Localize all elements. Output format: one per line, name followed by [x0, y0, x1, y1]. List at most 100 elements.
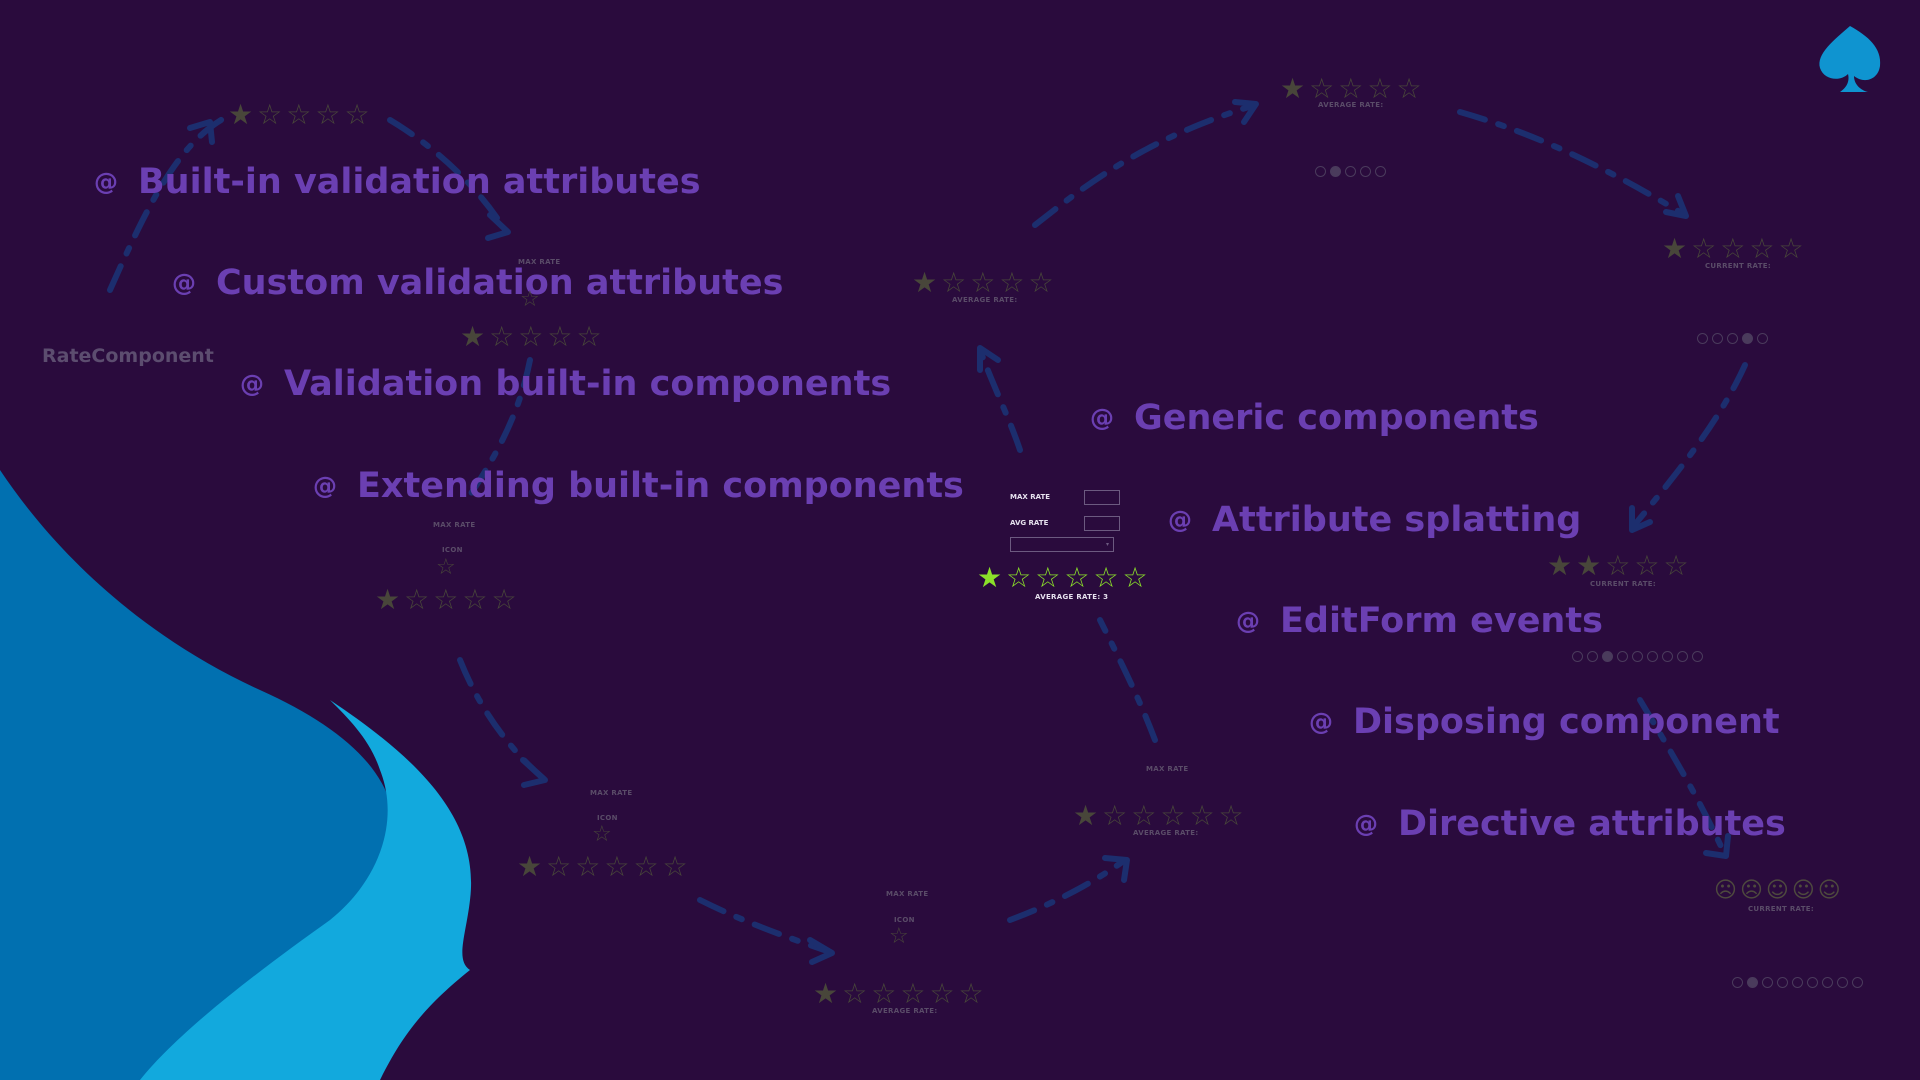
rate-demo-form: MAX RATE AVG RATE ▾ [1010, 485, 1120, 552]
star-empty-icon: ☆ [491, 583, 517, 616]
ghost-pager [1315, 166, 1386, 177]
star-filled-icon: ★ [460, 320, 486, 353]
rating-stars-ghost: ★ ☆ ☆ ☆ ☆ [1280, 75, 1422, 103]
star-empty-icon: ☆ [433, 583, 459, 616]
at-sign-icon: @ [94, 168, 118, 196]
topic-built-in-validation-attributes: @ Built-in validation attributes [92, 162, 701, 202]
topic-label: Extending built-in components [357, 466, 964, 506]
pager-dot [1712, 333, 1723, 344]
topic-label: Custom validation attributes [216, 263, 784, 303]
pager-dot [1792, 977, 1803, 988]
star-empty-icon: ☆ [1367, 72, 1393, 105]
rating-stars-ghost: ★ ☆ ☆ ☆ ☆ ☆ [813, 980, 984, 1008]
star-empty-icon: ☆ [1749, 232, 1775, 265]
star-empty-icon: ☆ [576, 320, 602, 353]
pager-dot-active [1747, 977, 1758, 988]
star-empty-icon: ☆ [344, 98, 370, 131]
ghost-average-rate-caption: AVERAGE RATE: [872, 1007, 938, 1015]
at-sign-icon: @ [1090, 404, 1114, 432]
ghost-current-rate-caption: CURRENT RATE: [1748, 905, 1814, 913]
star-empty-icon: ☆ [633, 850, 659, 883]
star-empty-icon: ☆ [575, 850, 601, 883]
pager-dot [1727, 333, 1738, 344]
star-empty-icon: ☆ [1131, 799, 1157, 832]
pager-dot [1692, 651, 1703, 662]
topic-extending-built-in-components: @ Extending built-in components [311, 466, 964, 506]
star-empty-icon: ☆ [1309, 72, 1335, 105]
at-sign-icon: @ [1168, 506, 1192, 534]
star-empty-icon[interactable]: ☆ [1035, 561, 1061, 594]
star-empty-icon: ☆ [970, 266, 996, 299]
star-filled-icon[interactable]: ★ [977, 561, 1003, 594]
at-sign-icon: @ [172, 269, 196, 297]
pager-dot [1822, 977, 1833, 988]
star-empty-icon: ☆ [1720, 232, 1746, 265]
ghost-pager [1572, 651, 1703, 662]
star-empty-icon: ☆ [1189, 799, 1215, 832]
at-sign-icon: @ [1354, 810, 1378, 838]
star-empty-icon: ☆ [518, 320, 544, 353]
max-rate-input[interactable] [1084, 489, 1120, 505]
topic-editform-events: @ EditForm events [1234, 601, 1603, 641]
star-empty-icon: ☆ [1028, 266, 1054, 299]
topic-custom-validation-attributes: @ Custom validation attributes [170, 263, 783, 303]
emoji-rating-ghost: ☹ ☹ ☺ ☺ ☺ [1714, 878, 1841, 903]
pager-dot [1697, 333, 1708, 344]
topic-attribute-splatting: @ Attribute splatting [1166, 500, 1581, 540]
average-rate-caption: AVERAGE RATE: 3 [1035, 593, 1109, 601]
pager-dot [1732, 977, 1743, 988]
ghost-pager [1732, 977, 1863, 988]
icon-preview-star: ☆ [889, 924, 909, 949]
max-rate-row: MAX RATE [1010, 485, 1120, 509]
icon-select[interactable]: ▾ [1010, 537, 1114, 552]
ghost-average-rate-caption: AVERAGE RATE: [1133, 829, 1199, 837]
ghost-icon-caption: ICON [894, 916, 915, 924]
pager-dot [1360, 166, 1371, 177]
pager-dot [1757, 333, 1768, 344]
star-empty-icon: ☆ [1634, 549, 1660, 582]
topic-label: Attribute splatting [1212, 500, 1582, 540]
pager-dot [1587, 651, 1598, 662]
star-empty-icon[interactable]: ☆ [1093, 561, 1119, 594]
rating-stars-active[interactable]: ★ ☆ ☆ ☆ ☆ ☆ [977, 564, 1148, 592]
pager-dot [1617, 651, 1628, 662]
ghost-pager [1697, 333, 1768, 344]
star-empty-icon: ☆ [1102, 799, 1128, 832]
at-sign-icon: @ [1236, 607, 1260, 635]
max-rate-label: MAX RATE [1010, 493, 1051, 501]
star-empty-icon[interactable]: ☆ [1006, 561, 1032, 594]
star-filled-icon: ★ [1547, 549, 1573, 582]
star-empty-icon: ☆ [1160, 799, 1186, 832]
star-empty-icon: ☆ [1663, 549, 1689, 582]
ghost-current-rate-caption: CURRENT RATE: [1705, 262, 1771, 270]
pager-dot [1375, 166, 1386, 177]
star-empty-icon: ☆ [662, 850, 688, 883]
star-empty-icon: ☆ [842, 977, 868, 1010]
ghost-max-rate-caption: MAX RATE [590, 789, 633, 797]
avg-rate-input[interactable] [1084, 515, 1120, 531]
star-filled-icon: ★ [517, 850, 543, 883]
star-empty-icon: ☆ [286, 98, 312, 131]
chevron-down-icon: ▾ [1105, 541, 1109, 548]
icon-preview-star: ☆ [592, 822, 612, 847]
ghost-max-rate-caption: MAX RATE [886, 890, 929, 898]
rating-stars-ghost: ★ ★ ☆ ☆ ☆ [1547, 552, 1689, 580]
topic-label: Validation built-in components [284, 364, 892, 404]
pager-dot [1345, 166, 1356, 177]
decorative-blob-dark [0, 470, 395, 1080]
pager-dot [1647, 651, 1658, 662]
star-empty-icon: ☆ [1338, 72, 1364, 105]
emoji-smile-icon: ☺ [1765, 878, 1789, 903]
star-empty-icon[interactable]: ☆ [1122, 561, 1148, 594]
pager-dot [1315, 166, 1326, 177]
rate-component-label: RateComponent [42, 345, 214, 367]
icon-preview-star: ☆ [520, 287, 540, 312]
star-filled-icon: ★ [1662, 232, 1688, 265]
star-empty-icon[interactable]: ☆ [1064, 561, 1090, 594]
star-filled-icon: ★ [1280, 72, 1306, 105]
star-empty-icon: ☆ [489, 320, 515, 353]
emoji-smile-icon: ☺ [1791, 878, 1815, 903]
topic-label: EditForm events [1280, 601, 1603, 641]
pager-dot [1762, 977, 1773, 988]
